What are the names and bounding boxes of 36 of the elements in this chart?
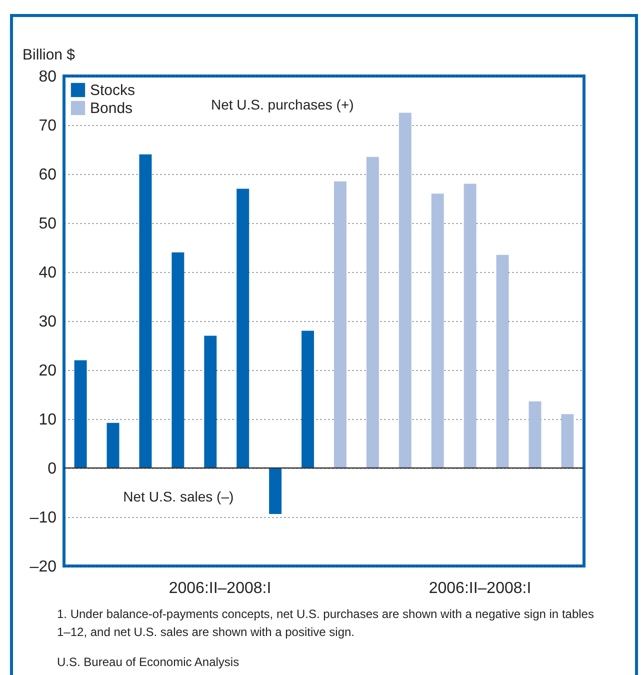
bar — [366, 156, 379, 468]
y-tick-label: 10 — [38, 412, 57, 428]
text: U.S. Bureau of Economic Analysis — [57, 655, 240, 669]
bar — [106, 422, 120, 468]
annotation: Net U.S. purchases (+) — [211, 96, 354, 112]
legend-label: Stocks — [90, 82, 136, 99]
y-tick-label: 20 — [38, 362, 57, 380]
y-tick-label: 70 — [38, 118, 57, 134]
y-tick-label: 50 — [38, 216, 57, 232]
annotation: Net U.S. sales (–) — [123, 488, 234, 504]
y-tick-label: 60 — [38, 166, 57, 184]
legend-label: Bonds — [90, 100, 133, 117]
bar — [464, 184, 476, 468]
bar — [496, 254, 509, 468]
bar — [561, 414, 574, 468]
bar — [528, 401, 542, 468]
y-tick-label: 40 — [38, 264, 57, 282]
y-axis-title: Billion $ — [22, 46, 76, 64]
y-tick-label: 80 — [38, 68, 57, 86]
text: 2006:II–2008:I — [168, 580, 272, 597]
bar — [269, 468, 282, 514]
bar — [204, 336, 217, 468]
bar — [431, 194, 444, 468]
y-tick-label: –10 — [30, 510, 57, 526]
bar — [236, 188, 250, 468]
bar — [334, 181, 346, 468]
bar — [302, 330, 314, 468]
bar — [172, 252, 184, 468]
y-tick-label: 0 — [48, 460, 57, 478]
text: 2006:II–2008:I — [428, 580, 532, 597]
bar — [74, 360, 87, 468]
bar — [139, 154, 152, 468]
text: 1. Under balance-of-payments concepts, net U.S. purchases are shown with a negative sign in tables 1–12, and net U.S. sales are shown with a positive sign. — [57, 606, 595, 641]
bar — [398, 112, 412, 468]
y-tick-label: 30 — [38, 314, 57, 330]
y-tick-label: –20 — [30, 558, 57, 576]
